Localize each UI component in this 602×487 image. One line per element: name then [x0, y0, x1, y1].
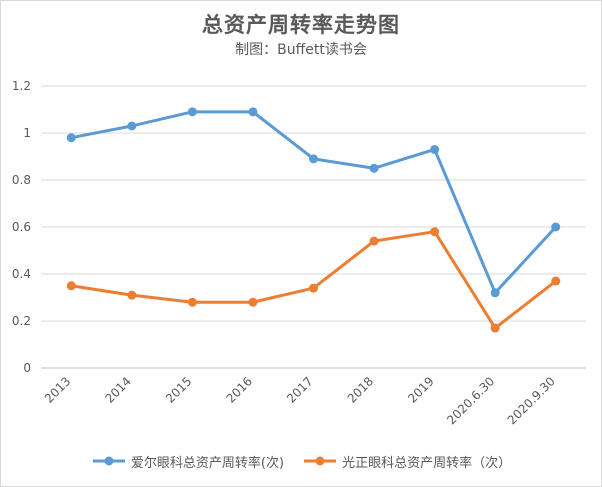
y-tick-label: 0 [23, 361, 31, 375]
x-tick-label: 2020.6.30 [444, 374, 497, 427]
legend-dot [315, 456, 325, 466]
data-point [430, 227, 440, 237]
data-point [66, 133, 76, 143]
data-point [248, 297, 258, 307]
data-point [127, 290, 137, 300]
x-tick-label: 2015 [163, 374, 194, 405]
legend-dot [104, 456, 114, 466]
data-point [187, 297, 197, 307]
chart-subtitle: 制图：Buffett读书会 [235, 42, 367, 58]
data-point [309, 283, 318, 293]
x-tick-label: 2014 [102, 374, 133, 405]
x-tick-label: 2019 [405, 374, 436, 405]
chart-title: 总资产周转率走势图 [202, 12, 400, 37]
y-tick-label: 0.6 [12, 220, 31, 234]
legend-marker-icon [304, 456, 337, 466]
data-point [490, 323, 500, 333]
data-point [66, 281, 76, 291]
data-point [187, 107, 197, 117]
data-point [248, 107, 258, 117]
y-tick-label: 1 [23, 126, 31, 140]
x-tick-label: 2017 [284, 374, 315, 405]
legend-item: 光正眼科总资产周转率（次） [302, 452, 511, 471]
series-line [69, 110, 558, 295]
data-point [551, 222, 561, 232]
line-chart: 0 0.2 0.4 0.6 0.8 1 1.2 2013 2014 2015 2016 2017 201… [12, 79, 586, 427]
x-tick-label: 2016 [224, 374, 255, 405]
y-tick-label: 0.8 [12, 173, 31, 187]
data-point [430, 144, 440, 154]
y-tick-label: 0.2 [12, 314, 31, 328]
data-point [309, 154, 318, 164]
data-point [551, 276, 561, 286]
x-tick-label: 2020.9.30 [505, 374, 558, 427]
series-line [69, 230, 558, 330]
data-point [369, 163, 379, 173]
legend-marker-icon [92, 456, 125, 466]
legend-item: 爱尔眼科总资产周转率(次) [91, 452, 284, 471]
x-tick-label: 2018 [345, 374, 376, 405]
x-tick-label: 2013 [42, 374, 73, 405]
data-point [490, 288, 500, 298]
data-point [127, 121, 137, 131]
legend-label: 爱尔眼科总资产周转率(次) [130, 455, 285, 471]
legend-label: 光正眼科总资产周转率（次） [342, 455, 512, 471]
data-point [369, 236, 379, 246]
legend: 爱尔眼科总资产周转率(次) 光正眼科总资产周转率（次） [1, 449, 601, 473]
y-tick-label: 0.4 [12, 267, 31, 281]
y-tick-label: 1.2 [12, 79, 31, 93]
